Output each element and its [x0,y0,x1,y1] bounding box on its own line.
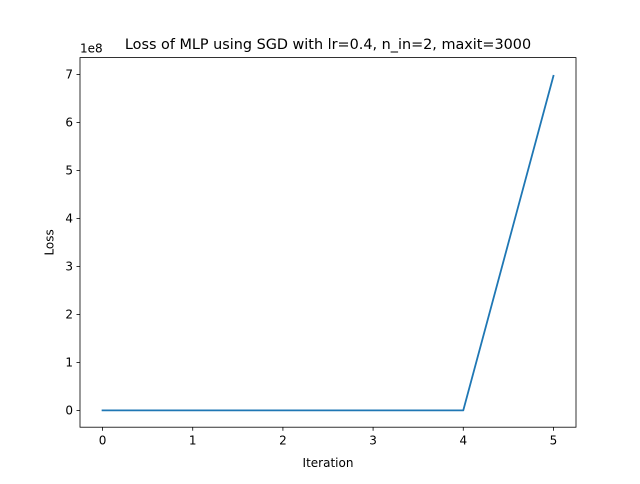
plot-frame [79,57,577,428]
loss-series-line [101,74,555,412]
y-tick-label: 1 [65,356,73,370]
y-tick-label: 7 [65,68,73,82]
y-tick-label: 5 [65,164,73,178]
y-tick-label: 3 [65,260,73,274]
x-axis-label: Iteration [303,456,354,470]
x-tick-label: 4 [459,434,467,448]
x-tick-label: 0 [99,434,107,448]
x-tick-label: 2 [279,434,287,448]
y-axis-label: Loss [43,229,57,255]
chart-title: Loss of MLP using SGD with lr=0.4, n_in=… [125,37,531,53]
y-tick-label: 2 [65,308,73,322]
y-tick-label: 0 [65,404,73,418]
x-axis: 0 1 2 3 4 5 [99,427,558,448]
y-offset-label: 1e8 [80,42,103,56]
x-tick-label: 5 [550,434,558,448]
y-axis: 0 1 2 3 4 5 6 7 [65,68,80,418]
x-tick-label: 1 [189,434,197,448]
x-tick-label: 3 [369,434,377,448]
series-layer [101,74,555,412]
y-tick-label: 6 [65,116,73,130]
y-tick-label: 4 [65,212,73,226]
